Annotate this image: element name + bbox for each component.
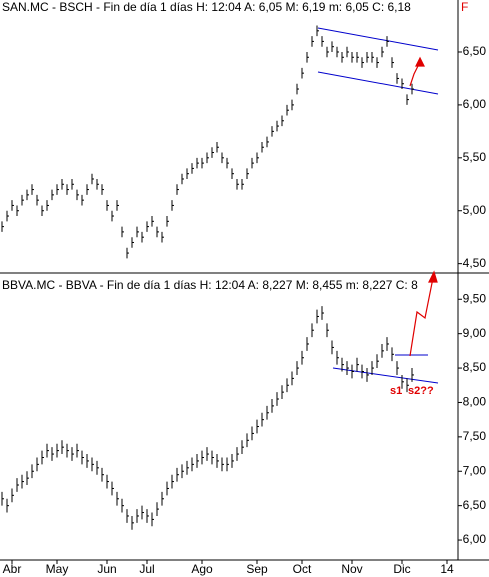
annotation: s2??	[408, 385, 434, 397]
y-tick-label: 6,50	[463, 498, 487, 512]
y-tick-label: 8,50	[463, 360, 487, 374]
y-tick-label: 6,50	[463, 44, 487, 58]
x-tick-label: Jul	[139, 562, 154, 576]
x-tick-label: May	[46, 562, 69, 576]
x-tick-label: Jun	[97, 562, 116, 576]
x-tick-label: Nov	[341, 562, 362, 576]
x-tick-label: Oct	[293, 562, 312, 576]
trend-lines	[317, 27, 439, 384]
y-tick-label: 5,00	[463, 203, 487, 217]
y-tick-label: 7,50	[463, 429, 487, 443]
y-tick-label: 4,50	[463, 256, 487, 270]
x-tick-label: Ago	[191, 562, 213, 576]
y-tick-label: 5,50	[463, 150, 487, 164]
y-tick-label: 8,00	[463, 395, 487, 409]
y-tick-label: 6,00	[463, 97, 487, 111]
y-tick-label: 9,50	[463, 291, 487, 305]
annotation: s1	[390, 385, 402, 397]
chart-title: SAN.MC - BSCH - Fin de día 1 días H: 12:…	[2, 0, 411, 14]
y-tick-label: 7,00	[463, 463, 487, 477]
x-tick-label: Sep	[246, 562, 268, 576]
arrows	[409, 56, 438, 357]
x-tick-label: Dic	[393, 562, 410, 576]
y-tick-label: 9,00	[463, 326, 487, 340]
flag: F	[461, 0, 468, 14]
x-tick-label: Abr	[3, 562, 22, 576]
y-tick-label: 6,00	[463, 532, 487, 546]
x-tick-label: 14	[440, 562, 454, 576]
chart-title: BBVA.MC - BBVA - Fin de día 1 días H: 12…	[2, 278, 418, 292]
title-bg	[0, 0, 456, 15]
